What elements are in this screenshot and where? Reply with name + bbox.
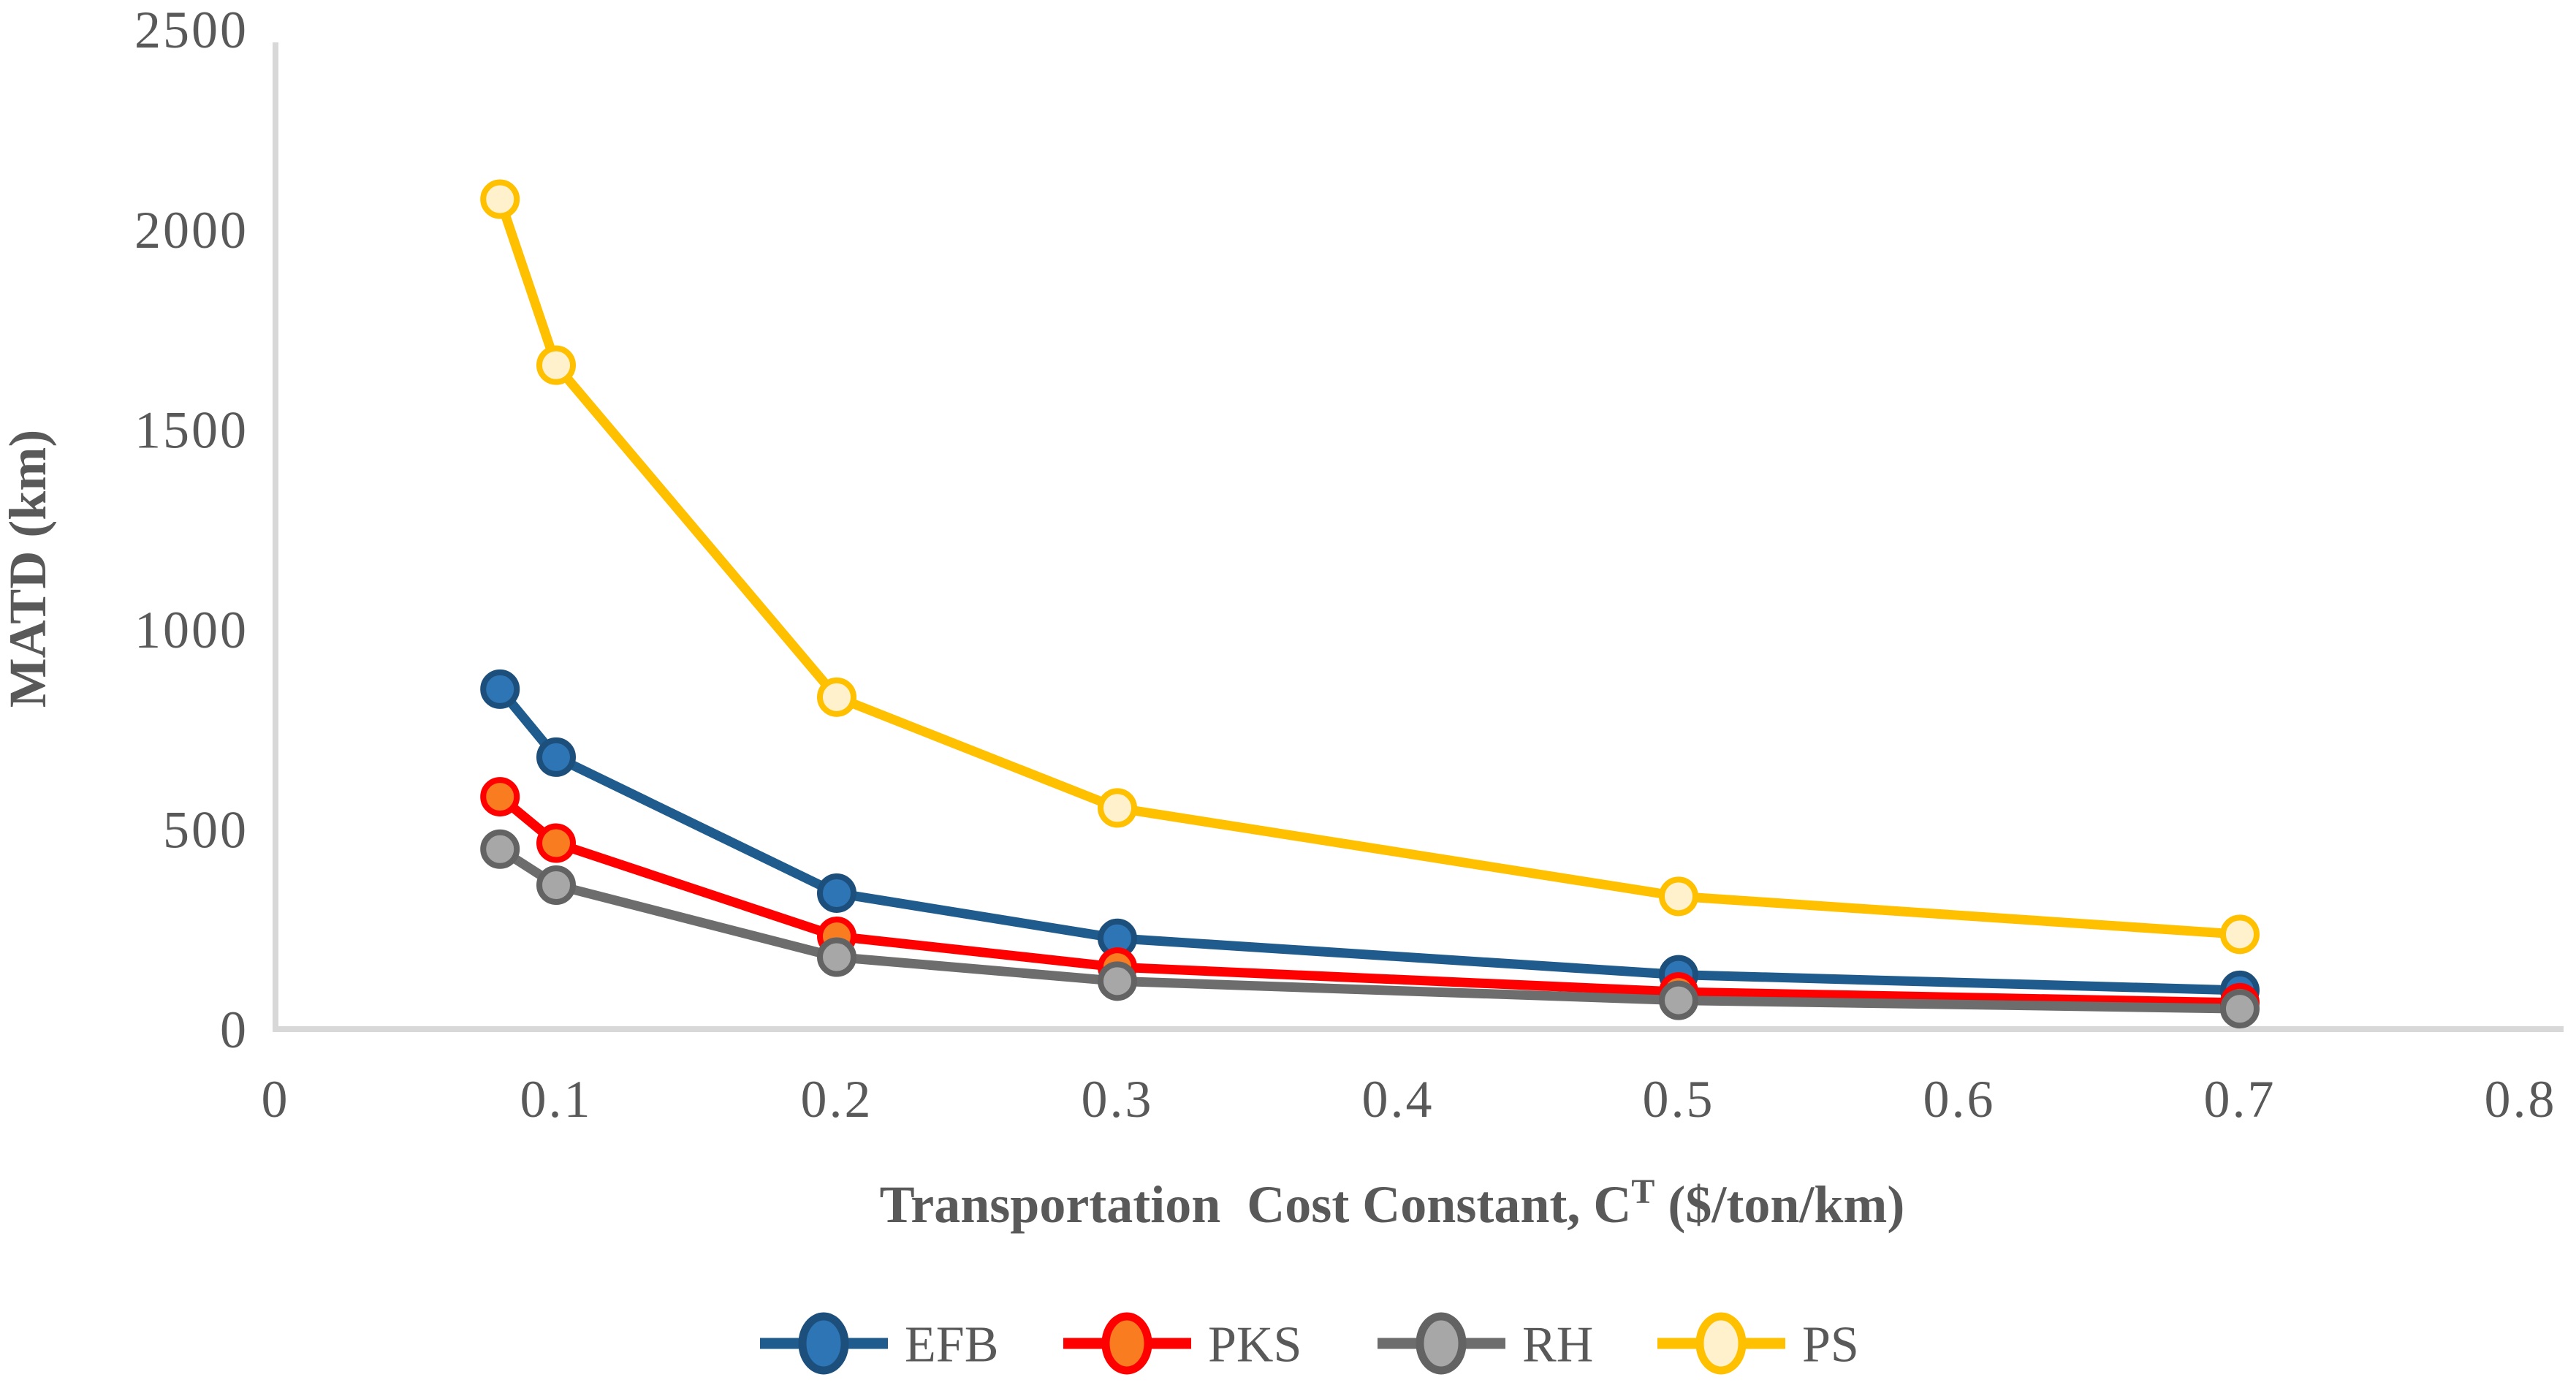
data-point-RH <box>1659 980 1698 1020</box>
data-point-RH <box>480 829 520 869</box>
legend-item-EFB: EFB <box>760 1312 998 1375</box>
data-point-RH <box>1098 961 1137 1001</box>
y-tick-label: 500 <box>163 801 248 860</box>
data-point-PS <box>1659 876 1698 917</box>
x-axis-title: Transportation Cost Constant, CT ($/ton/… <box>880 1172 1905 1234</box>
legend: EFB PKS RH PS <box>760 1312 1859 1375</box>
data-point-EFB <box>480 669 520 709</box>
series-line-PS <box>495 194 2245 939</box>
x-tick-label: 0.8 <box>2485 1070 2557 1129</box>
data-point-RH <box>2220 989 2260 1029</box>
x-tick-label: 0.7 <box>2204 1070 2276 1129</box>
y-tick-label: 1500 <box>134 401 248 459</box>
y-tick-label: 2500 <box>134 1 248 59</box>
series-markers <box>480 179 2260 1029</box>
data-point-RH <box>536 865 576 906</box>
data-point-RH <box>817 937 856 977</box>
x-tick-label: 0.3 <box>1082 1070 1154 1129</box>
y-axis-title: MATD (km) <box>0 430 57 708</box>
y-tick-label: 1000 <box>134 601 248 659</box>
data-point-PS <box>1098 788 1137 828</box>
legend-label-RH: RH <box>1522 1317 1593 1373</box>
x-tick-label: 0.4 <box>1362 1070 1435 1129</box>
data-point-PKS <box>480 777 520 817</box>
y-tick-label: 2000 <box>134 201 248 259</box>
legend-label-PKS: PKS <box>1208 1317 1302 1373</box>
data-point-PKS <box>536 823 576 863</box>
legend-item-RH: RH <box>1378 1312 1593 1375</box>
legend-item-PKS: PKS <box>1063 1312 1302 1375</box>
series-line-PKS <box>495 792 2245 1008</box>
data-point-PS <box>817 677 856 717</box>
data-point-EFB <box>817 873 856 913</box>
legend-marker-EFB <box>798 1312 849 1375</box>
legend-item-PS: PS <box>1657 1312 1859 1375</box>
tick-labels: 0 500 1000 1500 2000 2500 0 0.1 0.2 0.3 0.4 0.5 0.6 0… <box>134 1 2557 1129</box>
x-tick-label: 0.1 <box>520 1070 593 1129</box>
x-tick-label: 0 <box>262 1070 290 1129</box>
series-markers-PS <box>480 179 2260 955</box>
legend-label-PS: PS <box>1802 1317 1859 1373</box>
y-tick-label: 0 <box>220 1001 248 1059</box>
x-tick-label: 0.6 <box>1923 1070 1996 1129</box>
x-tick-label: 0.5 <box>1643 1070 1715 1129</box>
series-line-EFB <box>495 684 2245 996</box>
data-point-PS <box>480 179 520 219</box>
data-point-PS <box>2220 914 2260 955</box>
axes <box>273 42 2564 1032</box>
x-tick-label: 0.2 <box>801 1070 873 1129</box>
data-point-PS <box>536 345 576 385</box>
data-point-EFB <box>536 737 576 777</box>
series-markers-RH <box>480 829 2260 1029</box>
legend-label-EFB: EFB <box>905 1317 998 1373</box>
legend-marker-PS <box>1695 1312 1747 1375</box>
legend-marker-PKS <box>1101 1312 1152 1375</box>
legend-marker-RH <box>1416 1312 1467 1375</box>
series-lines <box>495 194 2245 1014</box>
